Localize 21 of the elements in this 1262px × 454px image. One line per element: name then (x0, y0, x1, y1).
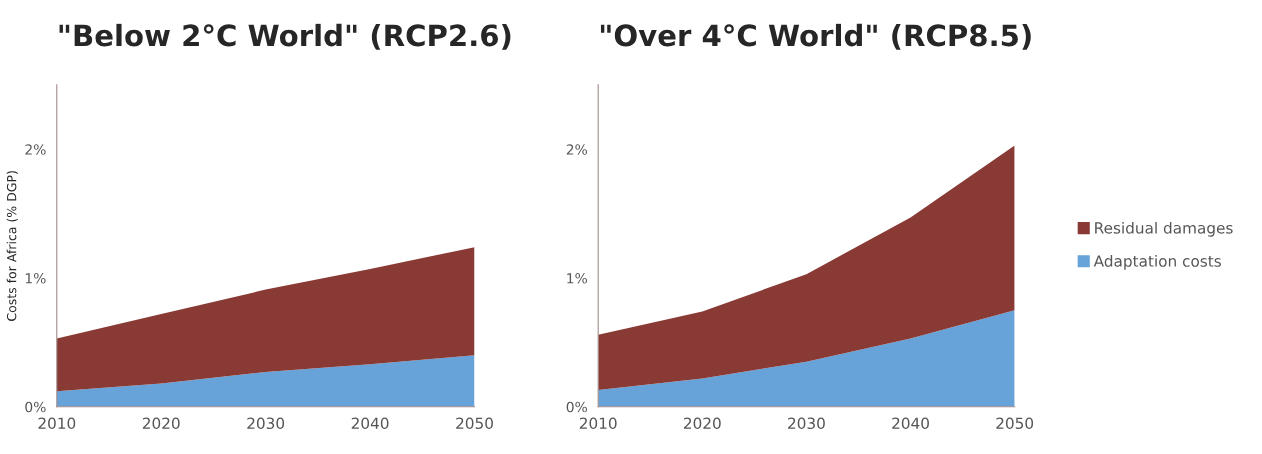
x-tick-label: 2050 (996, 417, 1034, 430)
y-tick-label: 0% (566, 401, 588, 413)
y-tick-label: 1% (567, 273, 588, 284)
y-tick-label: 1% (25, 273, 46, 284)
y-tick-label: 2% (566, 144, 588, 155)
x-tick-label: 2010 (38, 417, 76, 430)
chart-title: "Below 2°C World" (RCP2.6) (59, 23, 511, 50)
y-tick-label: 0% (25, 401, 46, 413)
x-tick-label: 2020 (683, 417, 721, 430)
y-axis-title: Costs for Africa (% DGP) (6, 171, 18, 321)
x-tick-label: 2040 (892, 417, 929, 430)
y-tick-label: 2% (25, 144, 46, 155)
x-tick-label: 2030 (247, 417, 285, 430)
x-tick-label: 2020 (142, 417, 180, 430)
x-tick-label: 2040 (351, 417, 389, 430)
chart-title: "Over 4°C World" (RCP8.5) (600, 23, 1031, 50)
legend-label: Adaptation costs (1093, 255, 1221, 270)
x-tick-label: 2030 (788, 417, 825, 430)
legend-label: Residual damages (1095, 221, 1233, 237)
x-tick-label: 2010 (579, 417, 617, 430)
x-tick-label: 2050 (456, 417, 493, 430)
